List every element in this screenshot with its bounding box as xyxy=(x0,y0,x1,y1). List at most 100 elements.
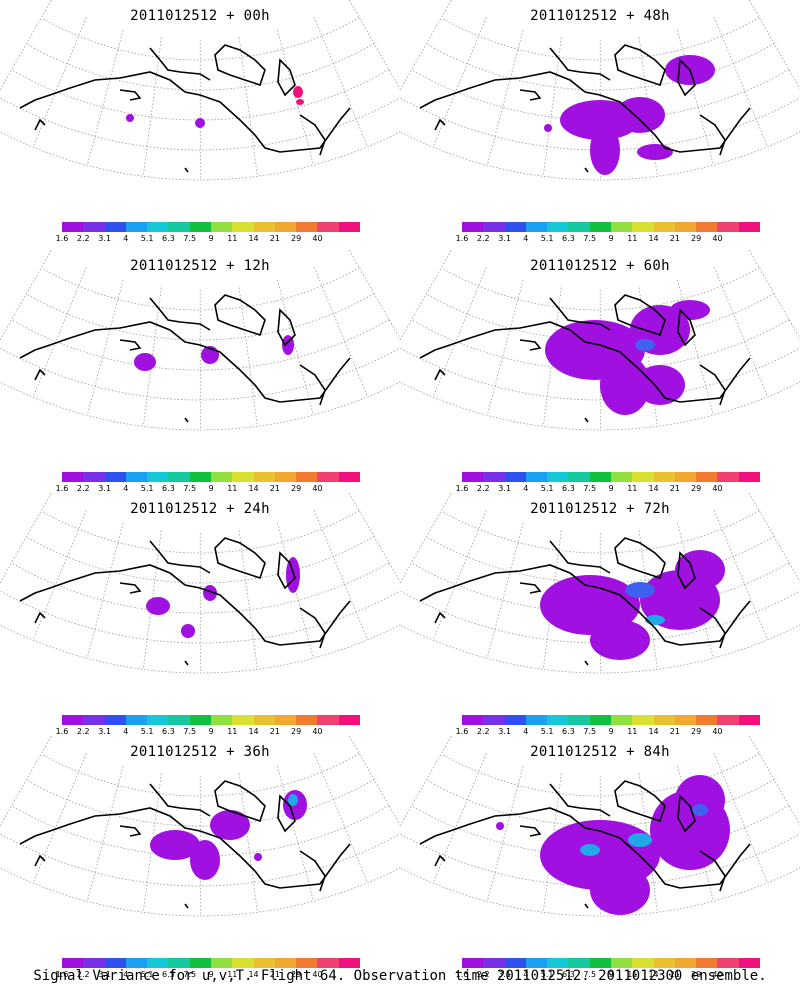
variance-contours xyxy=(150,790,307,880)
colorbar-tick-label: 3.1 xyxy=(98,484,111,493)
colorbar-cell xyxy=(717,715,739,725)
colorbar-tick-label: 1.6 xyxy=(55,727,69,736)
colorbar-tick-label: 14 xyxy=(248,234,259,243)
colorbar-tick-label: 9 xyxy=(608,727,614,736)
colorbar-tick-label: 7.5 xyxy=(583,727,597,736)
colorbar-tick-label: 7.5 xyxy=(583,970,597,979)
colorbar-tick-label: 6.3 xyxy=(562,484,575,493)
colorbar-labels: 1.6 2.2 3.1 4 5.1 6.3 7.5 9 11 14 21 29 40 xyxy=(46,484,376,494)
variance-blob xyxy=(600,355,650,415)
colorbar-tick-label: 14 xyxy=(648,727,659,736)
colorbar-labels: 1.6 2.2 3.1 4 5.1 6.3 7.5 9 11 14 21 29 40 xyxy=(446,727,776,737)
colorbar-tick-label: 4 xyxy=(123,484,129,493)
colorbar-cell xyxy=(147,958,169,968)
variance-contours xyxy=(544,55,715,175)
colorbar-tick-label: 9 xyxy=(208,970,214,979)
map xyxy=(0,736,400,917)
colorbar-cell xyxy=(568,715,590,725)
colorbar-cell xyxy=(717,222,739,232)
colorbar-cell xyxy=(189,958,211,968)
colorbar-cell xyxy=(504,222,526,232)
colorbar-cell xyxy=(568,222,590,232)
panel-title: 2011012512 + 72h xyxy=(530,501,670,517)
colorbar-cell xyxy=(317,222,339,232)
colorbar-tick-label: 3.1 xyxy=(498,234,511,243)
colorbar-tick-label: 1.6 xyxy=(55,234,69,243)
colorbar-cell xyxy=(317,715,339,725)
panel-title: 2011012512 + 36h xyxy=(130,744,270,760)
variance-blob xyxy=(286,557,300,593)
coastline xyxy=(419,780,751,909)
colorbar-cell xyxy=(653,715,675,725)
variance-blob xyxy=(580,844,600,856)
colorbar-cell xyxy=(317,958,339,968)
colorbar-cell xyxy=(253,958,275,968)
colorbar-cell xyxy=(547,222,569,232)
colorbar-labels: 1.6 2.2 3.1 4 5.1 6.3 7.5 9 11 14 21 29 40 xyxy=(446,234,776,244)
colorbar-tick-label: 4 xyxy=(523,970,529,979)
colorbar-cell xyxy=(83,472,105,482)
colorbar-cell xyxy=(83,222,105,232)
colorbar-tick-label: 2.2 xyxy=(476,970,490,979)
colorbar-cell xyxy=(317,472,339,482)
colorbar-tick-label: 4 xyxy=(123,727,129,736)
colorbar-cell xyxy=(504,472,526,482)
map xyxy=(0,493,400,674)
colorbar-cell xyxy=(696,715,718,725)
colorbar-tick-label: 3.1 xyxy=(98,727,111,736)
forecast-panel: 2011012512 + 12h 1.6 2.2 3.1 4 5.1 6.3 7.5 9 11 14… xyxy=(0,250,400,493)
variance-blob xyxy=(126,114,134,122)
colorbar-cell xyxy=(147,222,169,232)
colorbar-cell xyxy=(738,958,760,968)
variance-blob xyxy=(195,118,205,128)
colorbar-tick-label: 1.6 xyxy=(455,970,469,979)
colorbar xyxy=(62,715,360,725)
colorbar-cell xyxy=(632,222,654,232)
colorbar-cell xyxy=(253,222,275,232)
colorbar-cell xyxy=(232,472,254,482)
forecast-panel: 2011012512 + 84h 1.6 2.2 3.1 4 5.1 6.3 7.5 9 11 14… xyxy=(400,736,800,979)
colorbar-tick-label: 4 xyxy=(523,484,529,493)
colorbar-cell xyxy=(189,472,211,482)
colorbar-cell xyxy=(674,958,697,968)
colorbar-tick-label: 29 xyxy=(291,970,302,979)
colorbar-tick-label: 21 xyxy=(669,484,680,493)
colorbar-cell xyxy=(589,715,611,725)
colorbar-tick-label: 29 xyxy=(691,234,702,243)
variance-contours xyxy=(126,86,304,128)
colorbar-tick-label: 40 xyxy=(312,727,323,736)
colorbar-cell xyxy=(125,715,148,725)
colorbar-cell xyxy=(525,472,548,482)
figure-caption: Signal Variance for u,v,T. Flight 64. Ob… xyxy=(33,968,767,984)
colorbar-tick-label: 11 xyxy=(227,727,238,736)
colorbar-cell xyxy=(462,715,484,725)
map xyxy=(400,493,800,674)
colorbar-cell xyxy=(632,715,654,725)
colorbar-tick-label: 2.2 xyxy=(76,484,90,493)
colorbar-cell xyxy=(189,715,211,725)
variance-blob xyxy=(496,822,504,830)
variance-blob xyxy=(544,124,552,132)
variance-blob xyxy=(692,804,708,816)
colorbar-tick-label: 1.6 xyxy=(455,727,469,736)
colorbar xyxy=(462,715,760,725)
colorbar-tick-label: 2.2 xyxy=(476,727,490,736)
colorbar-cell xyxy=(674,715,697,725)
colorbar-cell xyxy=(274,472,297,482)
colorbar-tick-label: 11 xyxy=(627,727,638,736)
colorbar-cell xyxy=(168,715,190,725)
colorbar-cell xyxy=(210,958,233,968)
forecast-panel: 2011012512 + 72h 1.6 2.2 3.1 4 5.1 6.3 7.5 9 11 14… xyxy=(400,493,800,736)
colorbar-tick-label: 9 xyxy=(208,234,214,243)
colorbar-tick-label: 21 xyxy=(269,727,280,736)
colorbar-tick-label: 40 xyxy=(312,484,323,493)
variance-blob xyxy=(637,144,673,160)
colorbar-cell xyxy=(717,472,739,482)
variance-blob xyxy=(203,585,217,601)
colorbar-cell xyxy=(296,715,318,725)
colorbar-cell xyxy=(168,222,190,232)
colorbar-cell xyxy=(525,958,548,968)
colorbar-tick-label: 29 xyxy=(291,234,302,243)
colorbar-cell xyxy=(696,958,718,968)
colorbar-tick-label: 21 xyxy=(669,234,680,243)
